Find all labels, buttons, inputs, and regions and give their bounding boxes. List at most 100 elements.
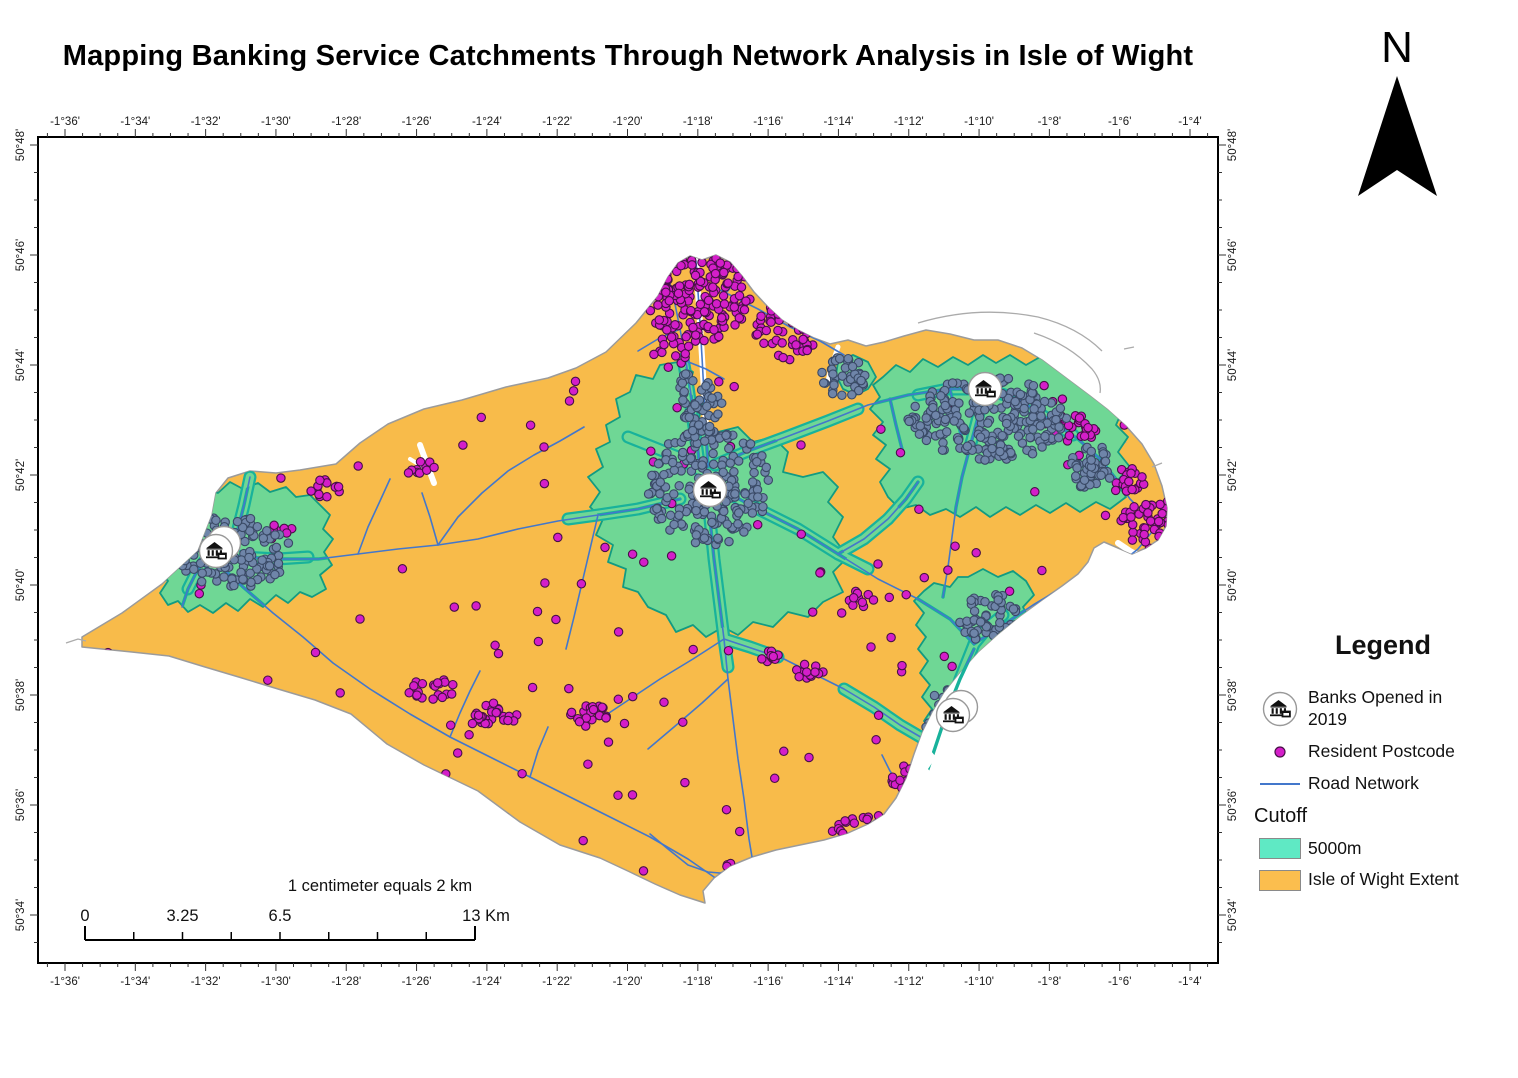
- postcode-dot-in-catchment: [713, 533, 723, 544]
- postcode-dot: [564, 683, 574, 694]
- postcode-dot: [953, 771, 964, 782]
- postcode-dot-in-catchment: [960, 747, 970, 757]
- postcode-dot-in-catchment: [925, 736, 935, 746]
- postcode-dot: [873, 559, 883, 569]
- postcode-dot-in-catchment: [697, 460, 707, 470]
- postcode-dot: [509, 294, 519, 304]
- postcode-dot: [1166, 537, 1167, 548]
- postcode-dot: [779, 746, 789, 757]
- postcode-dot: [332, 767, 343, 778]
- postcode-dot: [517, 768, 527, 779]
- postcode-dot: [662, 325, 672, 335]
- postcode-dot-in-catchment: [954, 398, 964, 408]
- postcode-dot: [913, 816, 923, 827]
- lat-label-left: 50°46': [15, 239, 27, 271]
- postcode-dot-in-catchment: [949, 792, 960, 803]
- postcode-dot-in-catchment: [974, 785, 985, 796]
- postcode-dot-in-catchment: [953, 800, 964, 810]
- postcode-dot: [719, 299, 730, 309]
- postcode-dot-in-catchment: [655, 489, 665, 499]
- postcode-dot: [1153, 516, 1164, 527]
- postcode-dot: [730, 868, 741, 879]
- postcode-dot: [741, 868, 752, 879]
- postcode-dot: [672, 402, 682, 413]
- postcode-dot: [1172, 515, 1180, 523]
- postcode-dot: [946, 767, 957, 778]
- postcode-dot-in-catchment: [969, 628, 979, 638]
- postcode-dot-in-catchment: [827, 388, 838, 399]
- postcode-dot-in-catchment: [763, 475, 774, 485]
- postcode-dot: [353, 461, 363, 471]
- postcode-dot-in-catchment: [964, 408, 975, 418]
- postcode-dot: [664, 296, 675, 306]
- postcode-dot: [741, 296, 751, 306]
- postcode-dot-in-catchment: [704, 421, 715, 432]
- postcode-dot-in-catchment: [945, 757, 955, 768]
- lat-label-right: 50°44': [1227, 349, 1239, 381]
- postcode-dot: [1146, 547, 1157, 557]
- postcode-dot-in-catchment: [993, 595, 1003, 605]
- postcode-dot: [613, 694, 624, 705]
- lat-label-left: 50°44': [15, 349, 27, 381]
- postcode-dot-in-catchment: [961, 753, 972, 763]
- postcode-dot-in-catchment: [960, 795, 971, 805]
- postcode-dot-in-catchment: [245, 568, 255, 578]
- postcode-dot-in-catchment: [187, 540, 198, 551]
- postcode-dot: [859, 842, 869, 852]
- postcode-dot: [1041, 660, 1051, 670]
- sand-flat-line: [917, 311, 1103, 352]
- postcode-dot: [1137, 472, 1147, 482]
- postcode-dot: [1130, 585, 1140, 596]
- postcode-dot: [946, 759, 957, 770]
- postcode-dot: [815, 568, 825, 578]
- lon-label-bottom: -1°34': [120, 976, 150, 988]
- postcode-dot: [1036, 660, 1046, 671]
- bank-icon: [1252, 689, 1308, 729]
- postcode-dot: [800, 315, 810, 326]
- lon-label-top: -1°20': [613, 116, 643, 128]
- postcode-dot: [603, 737, 614, 747]
- postcode-dot: [733, 271, 743, 282]
- postcode-dot-in-catchment: [930, 410, 941, 421]
- postcode-dot-in-catchment: [1100, 456, 1111, 467]
- postcode-dot-in-catchment: [237, 522, 248, 533]
- postcode-dot: [482, 328, 493, 338]
- postcode-dot: [729, 302, 740, 312]
- postcode-dot: [441, 769, 451, 779]
- lon-label-bottom: -1°26': [402, 976, 432, 988]
- postcode-dot: [888, 826, 898, 837]
- lat-label-left: 50°34': [15, 899, 27, 931]
- postcode-dot: [62, 575, 70, 583]
- postcode-dot: [554, 867, 564, 877]
- postcode-dot-in-catchment: [1096, 470, 1106, 481]
- scale-bar: 1 centimeter equals 2 km 0 3.25 6.5 13 Km: [80, 877, 510, 941]
- postcode-dot: [971, 548, 981, 558]
- postcode-dot-in-catchment: [964, 782, 974, 792]
- lon-label-top: -1°22': [542, 116, 572, 128]
- postcode-dot-in-catchment: [829, 380, 839, 390]
- postcode-dot-in-catchment: [972, 789, 982, 800]
- postcode-dot-in-catchment: [921, 738, 932, 748]
- postcode-dot: [1047, 657, 1058, 668]
- postcode-dot: [865, 837, 876, 847]
- lon-label-bottom: -1°6': [1108, 976, 1131, 988]
- postcode-dot-in-catchment: [179, 548, 189, 559]
- postcode-dot-in-catchment: [945, 764, 956, 774]
- postcode-dot: [789, 299, 799, 310]
- postcode-dot-in-catchment: [244, 552, 254, 563]
- postcode-dot: [659, 697, 669, 708]
- postcode-dot: [1110, 485, 1121, 496]
- postcode-dot-in-catchment: [843, 353, 853, 364]
- postcode-dot-in-catchment: [1025, 432, 1035, 443]
- postcode-dot: [1004, 586, 1015, 597]
- sand-flat-line: [65, 638, 87, 644]
- legend-item-label: Banks Opened in 2019: [1308, 687, 1442, 731]
- postcode-dot: [766, 317, 776, 327]
- postcode-dot-in-catchment: [962, 441, 973, 452]
- postcode-dot: [890, 831, 900, 842]
- postcode-dot: [269, 520, 279, 531]
- postcode-dot: [676, 260, 686, 271]
- road-line: [889, 398, 903, 450]
- postcode-dot-in-catchment: [995, 618, 1005, 628]
- postcode-dot-in-catchment: [747, 477, 758, 487]
